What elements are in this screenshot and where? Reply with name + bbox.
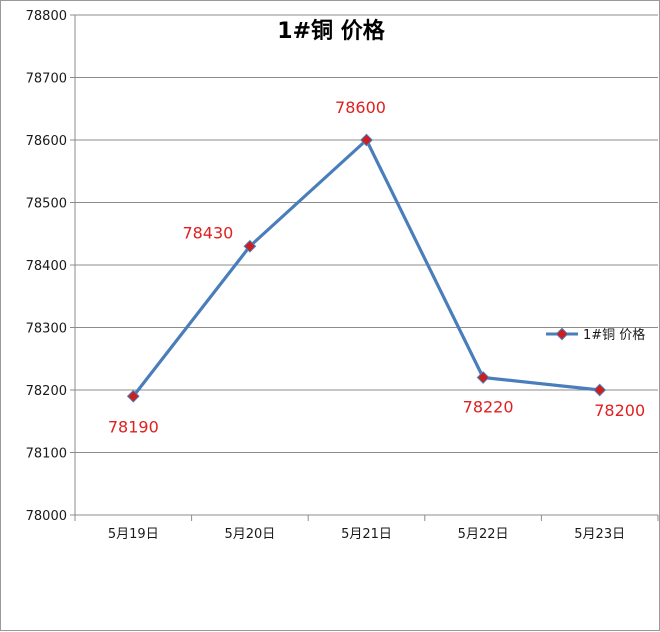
- series-line-path: [132, 138, 600, 398]
- x-tick-label: 5月21日: [341, 527, 392, 542]
- y-tick-label: 78600: [26, 134, 67, 149]
- x-tick-label: 5月22日: [458, 527, 509, 542]
- axes: [74, 15, 659, 521]
- y-tick-label: 78700: [26, 72, 67, 87]
- data-label: 78600: [335, 98, 386, 117]
- series-markers: [126, 133, 607, 403]
- data-point-marker: [476, 371, 490, 384]
- x-tick-labels: 5月19日 5月20日 5月21日 5月22日 5月23日: [108, 527, 625, 542]
- y-tick-label: 78400: [26, 259, 67, 274]
- y-tick-label: 78500: [26, 197, 67, 212]
- y-tick-label: 78300: [26, 322, 67, 337]
- y-tick-labels: 78000 78100 78200 78300 78400 78500 78600 78700…: [26, 9, 67, 524]
- y-tick-label: 78800: [26, 9, 67, 24]
- y-tick-label: 78000: [26, 509, 67, 524]
- data-labels: 78190 78430 78600 78220 78200: [108, 98, 645, 436]
- data-point-marker: [243, 239, 257, 253]
- data-point-marker: [360, 133, 373, 147]
- data-point-marker: [126, 389, 140, 403]
- x-tick-label: 5月19日: [108, 527, 159, 542]
- data-label: 78430: [182, 223, 233, 242]
- data-label: 78200: [594, 401, 645, 420]
- x-tick-label: 5月20日: [224, 527, 275, 542]
- data-label: 78220: [463, 398, 514, 417]
- legend: 1#铜 价格: [546, 327, 645, 343]
- data-label: 78190: [108, 417, 159, 436]
- grid-lines: [70, 14, 658, 516]
- data-point-marker: [593, 383, 607, 397]
- y-tick-label: 78200: [26, 384, 67, 399]
- x-tick-label: 5月23日: [574, 527, 625, 542]
- y-tick-label: 78100: [26, 447, 67, 462]
- series-line: [132, 138, 600, 398]
- chart-title: 1#铜 价格: [277, 18, 385, 44]
- legend-marker-swatch: [555, 327, 569, 341]
- legend-label: 1#铜 价格: [583, 327, 645, 343]
